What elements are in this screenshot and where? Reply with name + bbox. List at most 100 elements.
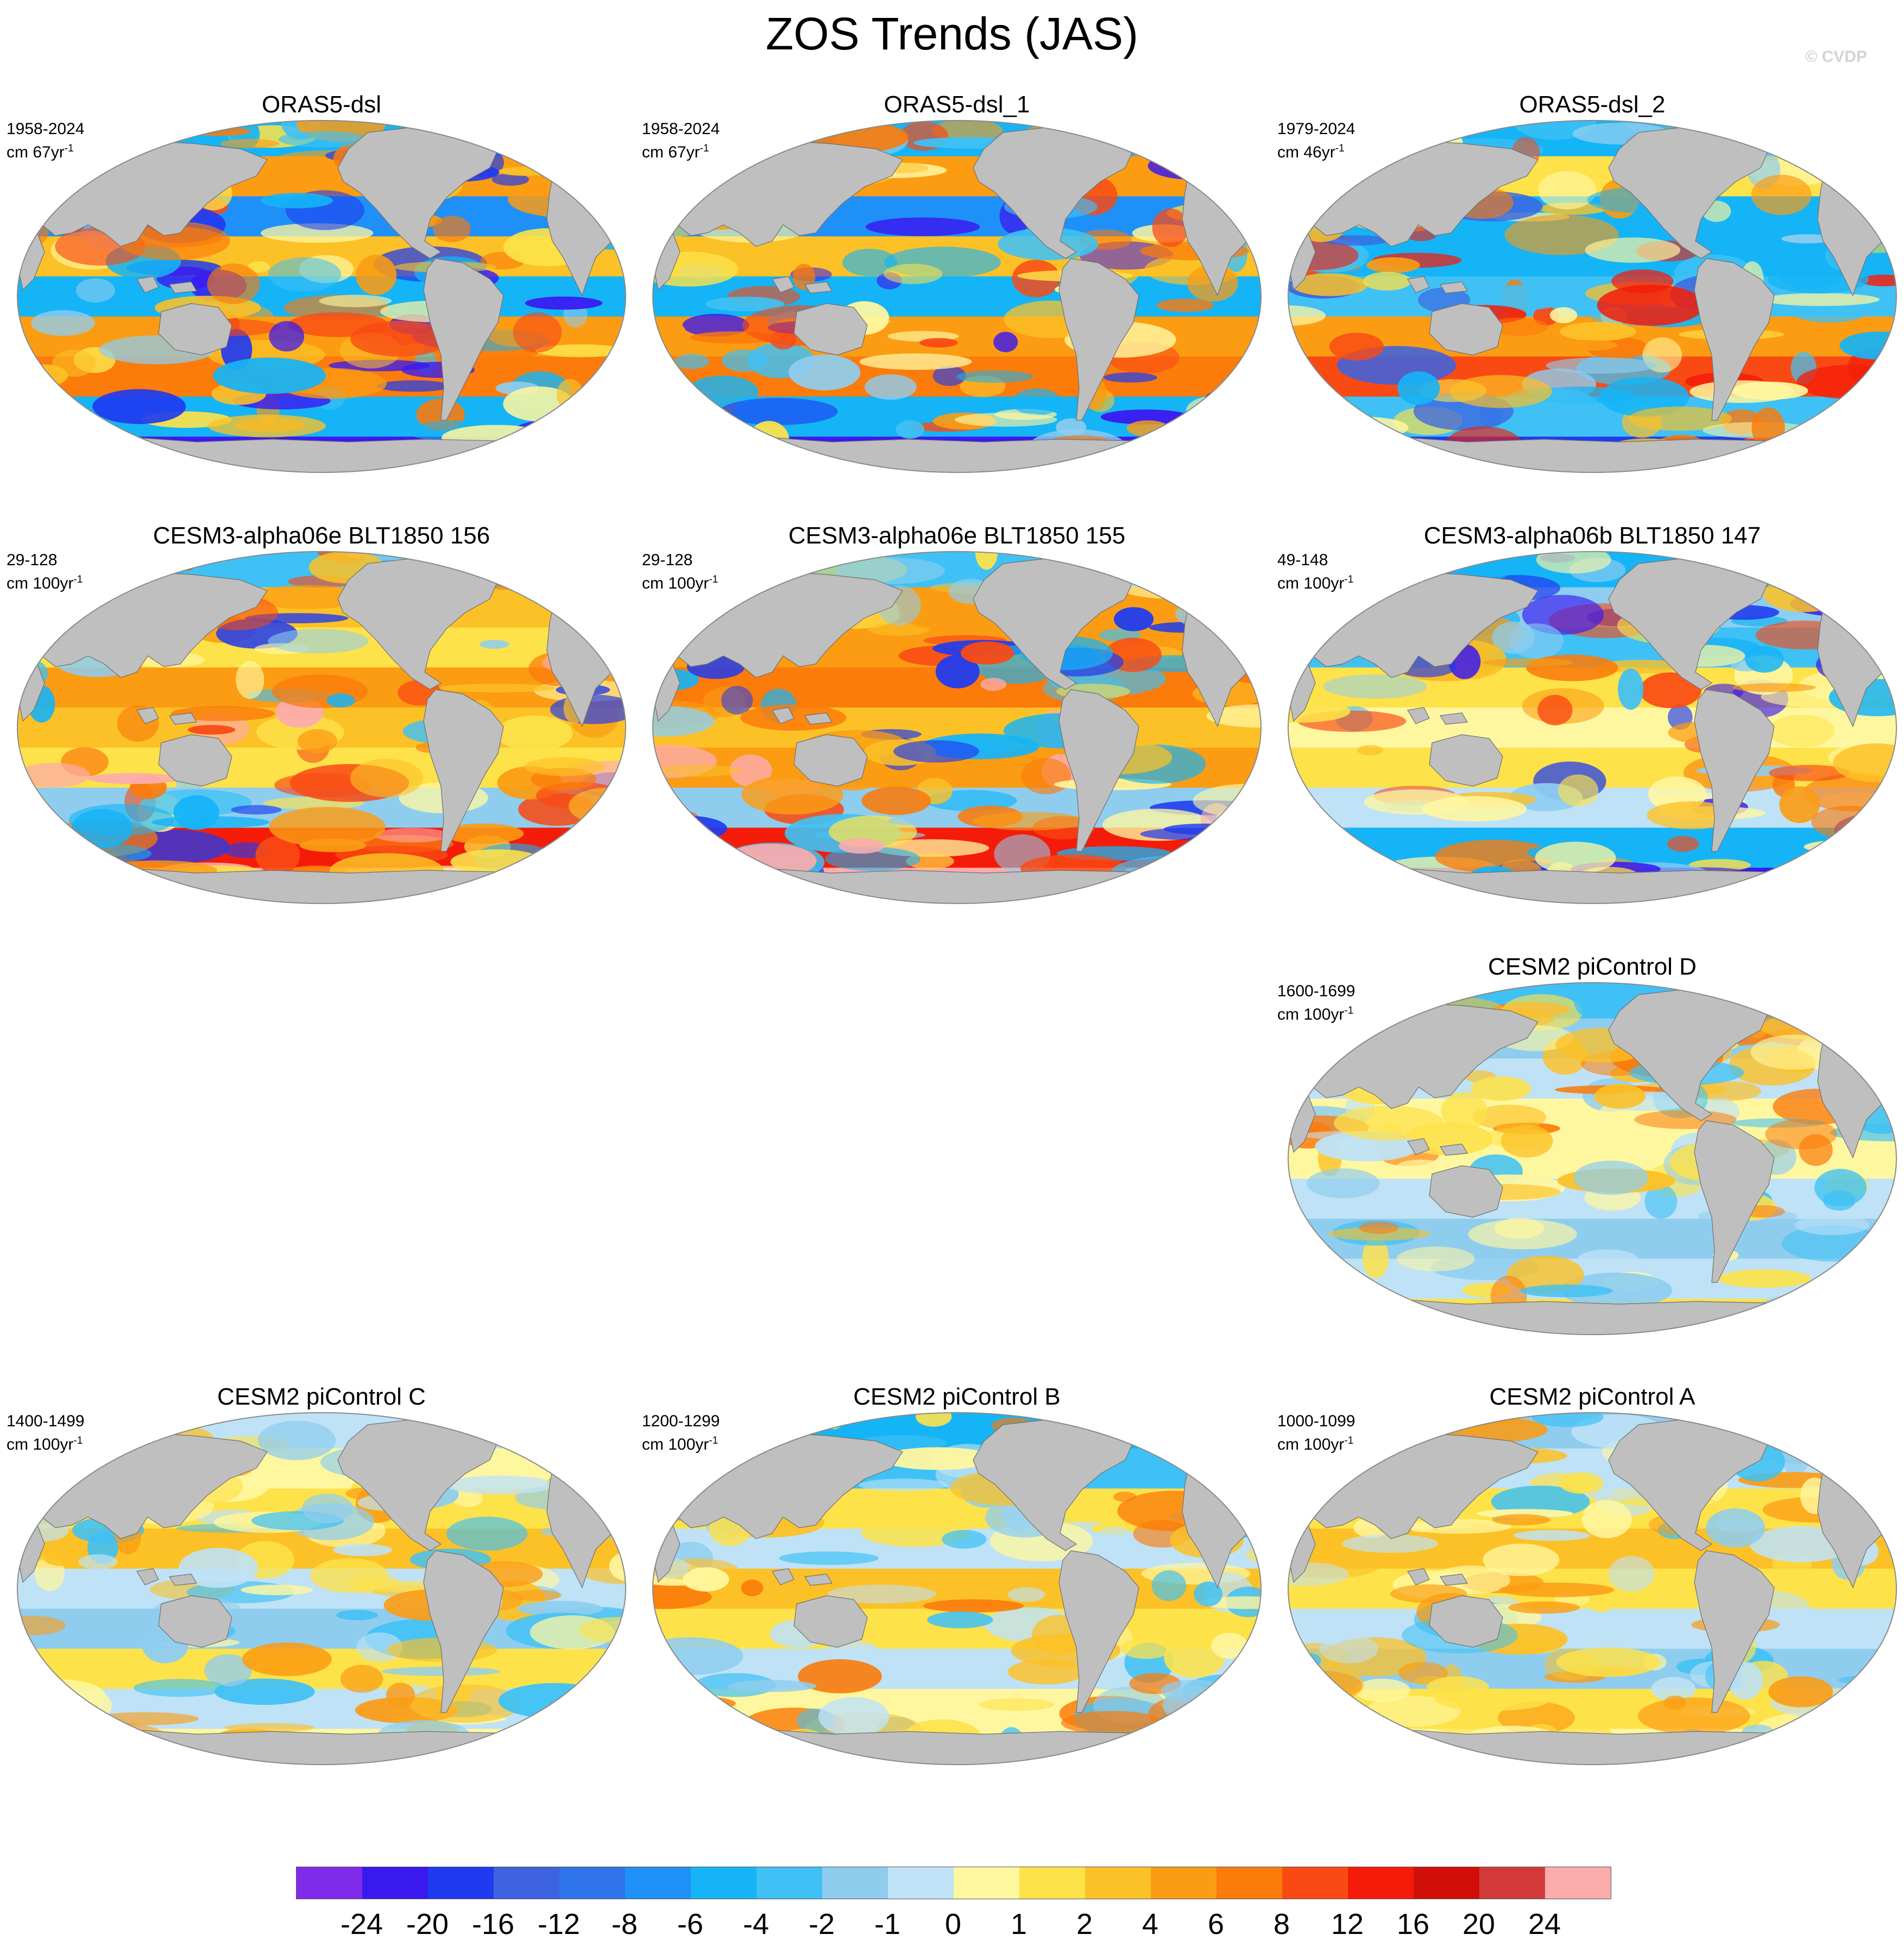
trend-patch bbox=[479, 640, 509, 649]
panel-meta: 1200-1299 cm 100yr-1 bbox=[642, 1412, 720, 1455]
colorbar-tick-label: -12 bbox=[537, 1908, 581, 1940]
trend-patch bbox=[1508, 1601, 1580, 1614]
trend-patch bbox=[68, 804, 175, 836]
trend-patch bbox=[652, 409, 701, 421]
trend-patch bbox=[780, 551, 891, 557]
trend-patch bbox=[1240, 454, 1262, 473]
panel-title: CESM2 piControl A bbox=[1489, 1383, 1695, 1410]
trend-patch bbox=[1298, 402, 1358, 435]
trend-patch bbox=[1198, 1596, 1262, 1609]
trend-patch bbox=[1334, 1105, 1445, 1141]
land-mass bbox=[158, 1595, 232, 1648]
trend-patch bbox=[510, 1590, 562, 1601]
trend-patch bbox=[954, 413, 1057, 427]
land-mass bbox=[1429, 303, 1503, 356]
trend-patch bbox=[17, 1615, 66, 1635]
colorbar-tick-label: -4 bbox=[742, 1908, 769, 1940]
trend-patch bbox=[1100, 409, 1191, 425]
land-mass bbox=[423, 689, 504, 852]
land-mass bbox=[1439, 1143, 1468, 1156]
land-mass bbox=[1760, 120, 1818, 155]
map-panel-picd: CESM2 piControl D 1600-1699 cm 100yr-1 bbox=[1277, 953, 1904, 1355]
trend-patch bbox=[528, 583, 626, 602]
trend-patch bbox=[1717, 1269, 1812, 1288]
trend-patch bbox=[1706, 1508, 1766, 1548]
robinson-map bbox=[16, 120, 627, 473]
colorbar-swatch bbox=[625, 1867, 691, 1899]
trend-patch bbox=[1012, 388, 1062, 416]
trend-patch bbox=[1327, 865, 1397, 900]
trend-patch bbox=[1289, 1250, 1335, 1289]
ocean-field bbox=[17, 120, 626, 473]
trend-patch bbox=[48, 130, 100, 166]
trend-patch bbox=[1362, 1237, 1389, 1279]
trend-patch bbox=[465, 120, 503, 128]
trend-patch bbox=[1441, 1092, 1487, 1130]
ocean-field bbox=[1288, 1412, 1897, 1765]
trend-patch bbox=[374, 827, 450, 843]
panel-period: 1958-2024 bbox=[7, 120, 85, 138]
trend-patch bbox=[1751, 174, 1812, 216]
trend-patch bbox=[213, 357, 326, 394]
trend-patch bbox=[1342, 1534, 1439, 1553]
panel-title: CESM2 piControl C bbox=[217, 1383, 426, 1410]
trend-patch bbox=[1560, 1272, 1673, 1308]
trend-patch bbox=[241, 1584, 313, 1595]
trend-patch bbox=[1288, 991, 1362, 1010]
trend-patch bbox=[761, 123, 792, 154]
trend-patch bbox=[1307, 1168, 1380, 1198]
trend-patch bbox=[652, 850, 709, 864]
trend-patch bbox=[652, 187, 697, 213]
trend-patch bbox=[446, 1516, 528, 1551]
trend-patch bbox=[569, 897, 626, 904]
trend-patch bbox=[1651, 1677, 1696, 1702]
map-panel-picc: CESM2 piControl C 1400-1499 cm 100yr-1 bbox=[7, 1383, 636, 1785]
land-mass bbox=[804, 712, 833, 725]
colorbar-tick-label: 0 bbox=[944, 1908, 962, 1940]
trend-patch bbox=[666, 135, 778, 160]
trend-patch bbox=[576, 1739, 626, 1765]
trend-patch bbox=[720, 397, 838, 425]
trend-patch bbox=[381, 1666, 500, 1676]
trend-patch bbox=[1768, 715, 1835, 748]
trend-patch bbox=[1558, 774, 1599, 807]
trend-patch bbox=[1165, 551, 1262, 585]
trend-patch bbox=[1651, 1760, 1724, 1765]
trend-patch bbox=[1182, 1741, 1241, 1765]
panel-title: CESM3-alpha06b BLT1850 147 bbox=[1423, 522, 1761, 549]
land-mass bbox=[772, 1568, 795, 1585]
trend-patch bbox=[721, 686, 753, 715]
land-mass bbox=[1407, 707, 1430, 724]
colorbar-swatch bbox=[1414, 1867, 1479, 1899]
trend-patch bbox=[792, 264, 816, 290]
map-outline bbox=[652, 1412, 1262, 1765]
trend-patch bbox=[66, 1690, 112, 1721]
trend-patch bbox=[78, 1554, 118, 1570]
trend-patch bbox=[577, 1742, 626, 1763]
trend-patch bbox=[75, 278, 115, 303]
trend-patch bbox=[1765, 1119, 1838, 1149]
trend-patch bbox=[1296, 1653, 1321, 1668]
map-panel-pica: CESM2 piControl A 1000-1099 cm 100yr-1 bbox=[1277, 1383, 1904, 1785]
land-mass bbox=[33, 867, 605, 904]
trend-patch bbox=[1354, 1678, 1410, 1702]
ocean-field bbox=[17, 1412, 626, 1765]
trend-patch bbox=[17, 846, 48, 864]
trend-patch bbox=[1732, 683, 1816, 692]
map-outline bbox=[652, 120, 1262, 473]
trend-patch bbox=[1307, 1737, 1334, 1765]
trend-patch bbox=[1573, 1160, 1649, 1195]
trend-patch bbox=[818, 1697, 890, 1736]
trend-patch bbox=[884, 263, 942, 285]
panel-units: cm 100yr-1 bbox=[1277, 1005, 1354, 1023]
trend-patch bbox=[579, 1557, 626, 1584]
trend-patch bbox=[673, 461, 718, 473]
map-panel-cesm155: CESM3-alpha06e BLT1850 155 29-128 cm 100… bbox=[642, 522, 1272, 924]
trend-patch bbox=[652, 705, 715, 737]
trend-patch bbox=[652, 451, 713, 473]
trend-patch bbox=[702, 1735, 740, 1752]
land-mass bbox=[1694, 1120, 1775, 1283]
trend-patch bbox=[1301, 426, 1392, 446]
trend-patch bbox=[188, 725, 236, 735]
trend-patch bbox=[17, 1695, 81, 1729]
